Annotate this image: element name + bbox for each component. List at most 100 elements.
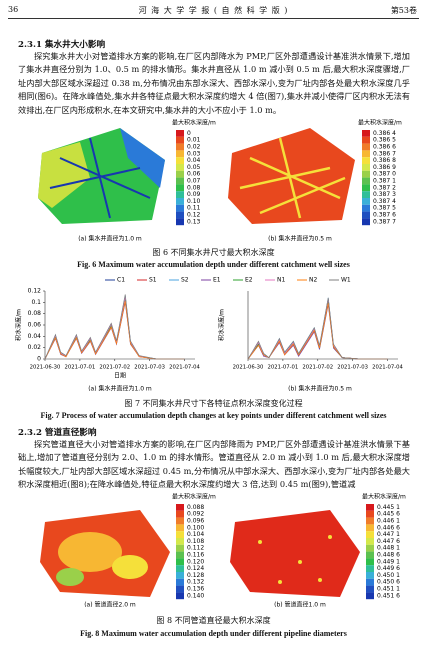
series-line xyxy=(44,302,185,360)
caption-en: Fig. 7 Process of water accumulation dep… xyxy=(40,411,387,420)
legend-swatch xyxy=(176,177,184,185)
map-area xyxy=(56,568,84,586)
page-number: 36 xyxy=(8,5,19,14)
legend-label: 0.132 xyxy=(187,579,204,586)
x-tick-label: 2021-07-01 xyxy=(64,365,95,371)
legend-label: 0.386 6 xyxy=(373,144,396,151)
caption-en: Fig. 8 Maximum water accumulation depth … xyxy=(80,629,347,638)
series-line xyxy=(247,304,388,360)
legend-title: 最大积水深度/m xyxy=(172,119,216,127)
legend-swatch xyxy=(366,592,374,600)
legend-label: 0.124 xyxy=(187,565,204,572)
series-line xyxy=(247,299,388,360)
y-tick-label: 0.04 xyxy=(28,333,42,340)
legend-swatch xyxy=(366,578,374,586)
legend-label: 0.448 1 xyxy=(377,545,400,552)
legend-swatch xyxy=(176,143,184,151)
legend-label: 0.446 1 xyxy=(377,518,400,525)
legend-label: 0.11 xyxy=(187,205,201,212)
map-spots xyxy=(258,535,332,584)
legend-label: W1 xyxy=(341,277,351,284)
figure-8: 最大积水深度/m0.0880.0920.0960.1000.1040.1080.… xyxy=(40,493,406,609)
legend-label: 0.447 1 xyxy=(377,531,400,538)
legend-label: 0.01 xyxy=(187,137,201,144)
series-line xyxy=(44,294,185,360)
y-tick-label: 0 xyxy=(37,356,41,363)
legend-swatch xyxy=(366,538,374,545)
legend-title: 最大积水深度/m xyxy=(362,493,406,501)
series-line xyxy=(247,303,388,360)
caption: 图 8 不同管道直径最大积水深度 xyxy=(156,616,271,625)
subcaption: (b) 集水井直径为0.5 m xyxy=(268,235,332,243)
series-line xyxy=(44,297,185,360)
legend-label: 0.13 xyxy=(187,218,201,225)
legend-swatch xyxy=(176,558,184,566)
x-axis-label: 日期 xyxy=(114,372,126,380)
figure-7: (a) 集水井直径为1.0 m (b) 集水井直径为0.5 m C1 S1 S2 E1… xyxy=(15,277,404,393)
legend-swatch xyxy=(176,544,184,552)
legend-swatch xyxy=(362,177,370,185)
x-tick-label: 2021-07-04 xyxy=(372,365,403,371)
series-line xyxy=(247,299,388,360)
map xyxy=(230,510,360,597)
legend-label: 0.447 6 xyxy=(377,538,400,545)
legend-swatch xyxy=(176,538,184,545)
legend-label: 0.092 xyxy=(187,511,204,518)
legend-label: 0.449 1 xyxy=(377,558,400,565)
x-tick-label: 2021-07-02 xyxy=(99,365,130,371)
legend-label: 0.10 xyxy=(187,198,201,205)
legend-label: 0.08 xyxy=(187,184,201,191)
legend-label: 0.387 4 xyxy=(373,198,396,205)
legend-swatch xyxy=(176,157,184,164)
legend-label: 0.116 xyxy=(187,552,204,559)
subcaption: (a) 管道直径2.0 m xyxy=(84,601,136,609)
caption: 图 7 不同集水井尺寸下各特征点积水深度变化过程 xyxy=(124,399,303,408)
legend-swatch xyxy=(176,170,184,178)
legend-swatch xyxy=(366,565,374,572)
legend-label: 0.140 xyxy=(187,592,204,599)
legend-swatch xyxy=(176,164,184,171)
paragraph: 探究管道直径大小对管道排水方案的影响,在厂区内部降雨为 PMP,厂区外部遭遇设计… xyxy=(18,439,410,490)
x-tick-label: 2021-07-01 xyxy=(267,365,298,371)
legend-label: 0.100 xyxy=(187,524,204,531)
colorbar: 最大积水深度/m0.386 40.386 50.386 60.386 70.38… xyxy=(358,119,402,226)
legend-swatch xyxy=(366,524,374,532)
legend-swatch xyxy=(362,184,370,192)
x-tick-label: 2021-07-03 xyxy=(134,365,165,371)
legend-label: 0.448 6 xyxy=(377,552,400,559)
legend-label: 0.387 5 xyxy=(373,205,396,212)
legend-label: S2 xyxy=(181,277,189,284)
legend-label: E1 xyxy=(213,277,221,284)
legend-label: 0.104 xyxy=(187,531,204,538)
legend-label: 0.386 7 xyxy=(373,150,396,157)
figure-6: 最大积水深度/m00.010.020.030.040.050.060.070.0… xyxy=(38,119,402,243)
legend-label: 0.451 1 xyxy=(377,586,400,593)
map-area xyxy=(112,555,148,579)
legend-swatch xyxy=(176,198,184,205)
subcaption: (b) 管道直径1.0 m xyxy=(274,601,326,609)
legend-label: 0.387 3 xyxy=(373,191,396,198)
series-line xyxy=(44,295,185,360)
series-line xyxy=(44,297,185,360)
legend-swatch xyxy=(176,517,184,525)
legend-label: N1 xyxy=(277,277,285,284)
x-tick-label: 2021-07-02 xyxy=(302,365,333,371)
legend-label: 0.120 xyxy=(187,558,204,565)
legend-label: 0.450 1 xyxy=(377,572,400,579)
colorbar: 最大积水深度/m0.445 10.445 60.446 10.446 60.44… xyxy=(362,493,406,600)
subcaption: (b) 集水井直径为0.5 m xyxy=(288,385,352,393)
legend-swatch xyxy=(366,551,374,559)
legend-label: 0.451 6 xyxy=(377,592,400,599)
legend-swatch xyxy=(176,150,184,158)
legend-swatch xyxy=(366,531,374,538)
y-tick-label: 0.08 xyxy=(28,310,42,317)
legend-label: 0.07 xyxy=(187,178,201,185)
legend-swatch xyxy=(362,164,370,171)
legend-swatch xyxy=(362,204,370,212)
legend-swatch xyxy=(176,204,184,212)
legend-swatch xyxy=(362,157,370,164)
header-rule xyxy=(8,18,419,19)
legend-label: 0.136 xyxy=(187,586,204,593)
legend-label: 0.112 xyxy=(187,545,204,552)
